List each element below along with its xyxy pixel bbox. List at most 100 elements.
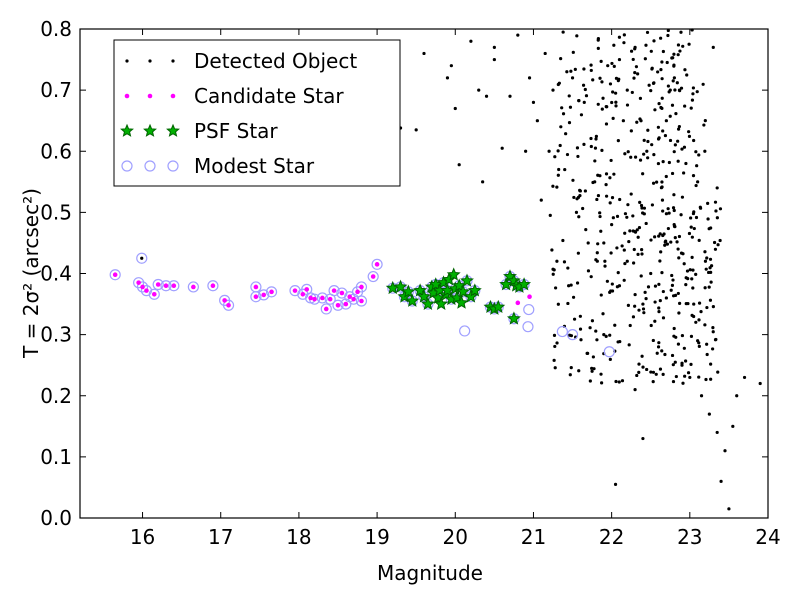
data-point (622, 248, 626, 252)
data-point (578, 193, 582, 198)
data-point (618, 197, 622, 202)
data-point (676, 342, 681, 346)
data-point (694, 150, 698, 154)
data-point (705, 352, 709, 357)
data-point (420, 296, 435, 310)
data-point (676, 127, 681, 131)
data-point (614, 91, 618, 95)
data-point (665, 242, 669, 246)
data-point (560, 106, 564, 110)
data-point (689, 216, 693, 220)
data-point (566, 329, 579, 341)
data-point (612, 64, 616, 68)
data-point (697, 238, 701, 243)
data-point (672, 224, 677, 228)
data-point (659, 250, 663, 254)
data-point (713, 200, 718, 204)
data-point (703, 149, 707, 153)
data-point (703, 286, 707, 290)
data-point (637, 370, 641, 375)
data-point (691, 86, 696, 90)
legend-marker (166, 123, 180, 137)
data-point (456, 284, 471, 298)
data-point (327, 296, 333, 302)
data-point (590, 366, 594, 370)
data-point (622, 41, 626, 45)
data-point (652, 81, 656, 85)
data-point (148, 288, 160, 300)
data-point (709, 280, 713, 284)
data-point (599, 229, 603, 233)
data-point (699, 310, 703, 314)
data-point (599, 372, 603, 376)
data-point (623, 261, 627, 266)
data-point (731, 424, 735, 428)
data-point (620, 244, 624, 248)
data-point (614, 104, 618, 108)
data-point (663, 243, 667, 247)
data-point (633, 230, 638, 234)
data-point (606, 64, 610, 68)
data-point (692, 302, 696, 306)
data-point (555, 259, 559, 263)
data-point (163, 283, 169, 289)
data-point (556, 149, 560, 153)
legend-label: PSF Star (194, 119, 278, 143)
data-point (591, 78, 595, 82)
data-point (581, 206, 585, 211)
data-point (568, 105, 573, 109)
data-point (554, 286, 558, 290)
data-point (620, 379, 625, 383)
data-point (593, 159, 597, 163)
data-point (697, 341, 701, 345)
data-point (687, 42, 691, 46)
data-point (610, 100, 614, 105)
data-point (355, 289, 360, 295)
data-point (667, 211, 671, 215)
data-point (687, 130, 691, 134)
data-point (658, 259, 662, 263)
data-point (655, 351, 659, 355)
y-tick-label: 0.8 (40, 17, 72, 41)
data-point (500, 146, 504, 150)
data-point (705, 342, 709, 346)
data-point (670, 353, 675, 358)
data-point (646, 285, 651, 289)
data-point (459, 325, 471, 337)
data-point (673, 88, 677, 92)
data-point (719, 479, 723, 483)
data-point (604, 182, 608, 187)
data-point (610, 196, 615, 200)
data-point (603, 264, 607, 268)
data-point (646, 156, 650, 160)
data-point (339, 290, 345, 296)
data-point (682, 346, 686, 350)
data-point (673, 236, 677, 240)
data-point (714, 209, 718, 213)
data-point (633, 388, 637, 392)
x-axis-label: Magnitude (377, 561, 483, 585)
data-point (557, 167, 561, 172)
legend-marker (144, 160, 156, 172)
data-point (683, 68, 687, 72)
data-point (677, 311, 681, 315)
data-point (523, 303, 535, 316)
data-point (551, 184, 555, 188)
data-point (608, 201, 612, 205)
data-point (666, 28, 670, 33)
data-point (692, 226, 696, 231)
data-point (506, 311, 521, 325)
data-point (623, 212, 628, 216)
data-point (594, 137, 598, 141)
data-point (522, 321, 534, 333)
data-point (696, 180, 700, 184)
data-point (657, 310, 661, 314)
data-point (692, 138, 696, 143)
data-point (692, 210, 696, 214)
data-point (454, 295, 469, 309)
data-point (453, 106, 457, 111)
data-point (633, 304, 637, 308)
data-point (672, 76, 676, 80)
data-point (555, 185, 559, 189)
